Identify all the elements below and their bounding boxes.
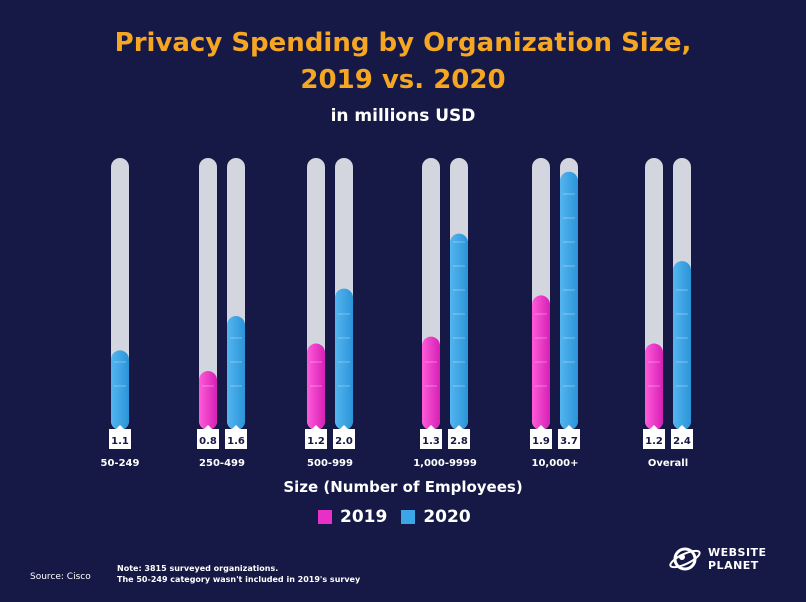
bar-2020-2 <box>335 288 353 430</box>
value-label-bg <box>530 425 552 449</box>
value-label-2020-2: 2.0 <box>335 436 353 447</box>
bar-2020-4 <box>560 171 578 430</box>
category-label-3: 1,000-9999 <box>413 458 477 469</box>
bar-2019-5 <box>645 343 663 430</box>
category-label-1: 250-499 <box>199 458 245 469</box>
source-text: Source: Cisco <box>30 572 91 582</box>
value-label-bg <box>448 425 470 449</box>
legend-item-2019: 2019 <box>318 507 387 527</box>
value-label-2019-1: 0.8 <box>199 436 217 447</box>
legend-item-2020: 2020 <box>401 507 471 527</box>
bar-2019-4 <box>532 295 550 430</box>
legend-swatch-2019 <box>318 510 332 524</box>
value-label-bg <box>333 425 355 449</box>
value-label-2020-1: 1.6 <box>227 436 245 447</box>
logo-text-line1: WEBSITE <box>708 546 767 559</box>
bar-2020-1 <box>227 316 245 430</box>
value-label-2019-4: 1.9 <box>532 436 550 447</box>
category-label-5: Overall <box>648 458 688 469</box>
legend-swatch-2020 <box>401 510 416 524</box>
bar-2019-3 <box>422 336 440 430</box>
bar-2020-3 <box>450 233 468 430</box>
value-label-2019-3: 1.3 <box>422 436 440 447</box>
value-label-bg <box>225 425 247 449</box>
value-label-bg <box>558 425 580 449</box>
value-label-bg <box>109 425 131 449</box>
value-label-2020-4: 3.7 <box>560 436 578 447</box>
category-label-2: 500-999 <box>307 458 353 469</box>
x-axis-label: Size (Number of Employees) <box>283 478 523 496</box>
category-label-4: 10,000+ <box>532 458 579 469</box>
value-label-bg <box>305 425 327 449</box>
value-label-2020-5: 2.4 <box>673 436 691 447</box>
footnote-line2: The 50-249 category wasn't included in 2… <box>117 575 361 584</box>
legend: 2019 2020 <box>318 506 471 528</box>
value-label-bg <box>197 425 219 449</box>
value-label-2019-5: 1.2 <box>645 436 663 447</box>
footnote-line1: Note: 3815 surveyed organizations. <box>117 564 279 573</box>
legend-label-2020: 2020 <box>423 507 471 527</box>
bar-2019-2 <box>307 343 325 430</box>
value-label-2020-3: 2.8 <box>450 436 468 447</box>
bar-2020-0 <box>111 350 129 430</box>
logo-text-line2: PLANET <box>708 559 759 572</box>
planet-icon <box>669 547 701 571</box>
chart-subtitle: in millions USD <box>330 106 476 126</box>
value-label-bg <box>671 425 693 449</box>
bar-2020-5 <box>673 261 691 430</box>
chart-title-line1: Privacy Spending by Organization Size, <box>114 28 692 58</box>
category-label-0: 50-249 <box>101 458 140 469</box>
value-label-bg <box>643 425 665 449</box>
value-label-2019-2: 1.2 <box>307 436 325 447</box>
footnote: Note: 3815 surveyed organizations. The 5… <box>117 563 360 585</box>
website-planet-logo: WEBSITE PLANET <box>668 544 767 574</box>
legend-label-2019: 2019 <box>340 507 388 527</box>
bar-2019-1 <box>199 371 217 430</box>
chart-title-line2: 2019 vs. 2020 <box>300 65 506 95</box>
value-label-2020-0: 1.1 <box>111 436 129 447</box>
bar-track-2019-1 <box>199 158 217 430</box>
value-label-bg <box>420 425 442 449</box>
